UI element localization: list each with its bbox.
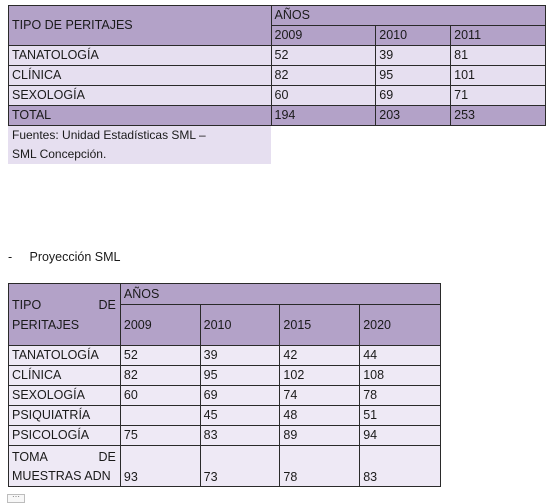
bullet-heading: - Proyección SML <box>8 250 121 264</box>
header-tipo-peritajes: TIPO DE PERITAJES <box>8 283 121 346</box>
source-line: SML Concepción. <box>12 147 107 161</box>
cell: 108 <box>359 365 441 386</box>
cell <box>119 405 201 426</box>
cell: 83 <box>199 425 281 446</box>
year-2011: 2011 <box>450 25 546 46</box>
cell: 44 <box>359 345 441 366</box>
cell: 101 <box>450 65 546 86</box>
cell: 39 <box>199 345 281 366</box>
cell: 93 <box>119 445 201 487</box>
header-line: PERITAJES <box>12 317 80 332</box>
cell: 52 <box>119 345 201 366</box>
cell: 82 <box>270 65 377 86</box>
table-row: PSIQUIATRÍA 45 48 51 <box>8 405 441 426</box>
cell: 203 <box>375 105 452 126</box>
bullet-dash: - <box>8 250 13 264</box>
bullet-text: Proyección SML <box>29 250 121 264</box>
cell: 60 <box>270 85 377 106</box>
label-word: TOMA <box>12 450 48 464</box>
year-2020: 2020 <box>359 304 441 346</box>
cell: 194 <box>270 105 377 126</box>
year-2010: 2010 <box>375 25 452 46</box>
cell: 71 <box>450 85 546 106</box>
cell: 48 <box>279 405 361 426</box>
year-2015: 2015 <box>279 304 361 346</box>
table-row: TOMA DE MUESTRAS ADN 93 73 78 83 <box>8 445 441 487</box>
row-label: PSIQUIATRÍA <box>8 405 121 426</box>
cell: 73 <box>199 445 281 487</box>
cell: 69 <box>199 385 281 406</box>
proyeccion-table: TIPO DE PERITAJES AÑOS 2009 2010 2015 20… <box>8 283 442 487</box>
cell: 95 <box>375 65 452 86</box>
header-anos: AÑOS <box>270 5 546 26</box>
cell: 95 <box>199 365 281 386</box>
row-label: CLÍNICA <box>8 65 272 86</box>
cell: 74 <box>279 385 361 406</box>
header-word: TIPO <box>12 297 42 312</box>
row-label: SEXOLOGÍA <box>8 385 121 406</box>
table-row: CLÍNICA 82 95 101 <box>8 65 546 86</box>
cell: 89 <box>279 425 361 446</box>
row-label: SEXOLOGÍA <box>8 85 272 106</box>
cell: 102 <box>279 365 361 386</box>
peritajes-table-2009-2011: TIPO DE PERITAJES AÑOS 2009 2010 2011 TA… <box>8 5 546 126</box>
total-row: TOTAL 194 203 253 <box>8 105 546 126</box>
row-label: TOMA DE MUESTRAS ADN <box>8 445 121 487</box>
row-label: CLÍNICA <box>8 365 121 386</box>
year-2009: 2009 <box>119 304 201 346</box>
table-row: TANATOLOGÍA 52 39 81 <box>8 45 546 66</box>
header-anos: AÑOS <box>119 283 442 305</box>
header-tipo-peritajes: TIPO DE PERITAJES <box>8 5 272 46</box>
cell: 78 <box>279 445 361 487</box>
cell: 81 <box>450 45 546 66</box>
cell: 94 <box>359 425 441 446</box>
cell: 82 <box>119 365 201 386</box>
cell: 78 <box>359 385 441 406</box>
table-row: SEXOLOGÍA 60 69 71 <box>8 85 546 106</box>
cell: 42 <box>279 345 361 366</box>
row-label: TANATOLOGÍA <box>8 45 272 66</box>
table-row: CLÍNICA 82 95 102 108 <box>8 365 441 386</box>
cell: 69 <box>375 85 452 106</box>
cell: 253 <box>450 105 546 126</box>
header-line: TIPO DE <box>12 295 120 315</box>
table-row: TANATOLOGÍA 52 39 42 44 <box>8 345 441 366</box>
label-word: DE <box>98 450 116 464</box>
cell: 51 <box>359 405 441 426</box>
cell: 83 <box>359 445 441 487</box>
cell: 75 <box>119 425 201 446</box>
year-2009: 2009 <box>270 25 377 46</box>
row-label: TOTAL <box>8 105 272 126</box>
cell: 52 <box>270 45 377 66</box>
header-word: DE <box>98 297 116 312</box>
table-row: PSICOLOGÍA 75 83 89 94 <box>8 425 441 446</box>
cell: 60 <box>119 385 201 406</box>
row-label: TANATOLOGÍA <box>8 345 121 366</box>
cell: 39 <box>375 45 452 66</box>
source-note: Fuentes: Unidad Estadísticas SML – SML C… <box>8 126 271 164</box>
row-label-line: TOMA DE <box>12 447 120 467</box>
cell: 45 <box>199 405 281 426</box>
row-label-line: MUESTRAS ADN <box>12 469 111 483</box>
table-row: SEXOLOGÍA 60 69 74 78 <box>8 385 441 406</box>
year-2010: 2010 <box>199 304 281 346</box>
row-label: PSICOLOGÍA <box>8 425 121 446</box>
source-line: Fuentes: Unidad Estadísticas SML – <box>12 128 206 142</box>
